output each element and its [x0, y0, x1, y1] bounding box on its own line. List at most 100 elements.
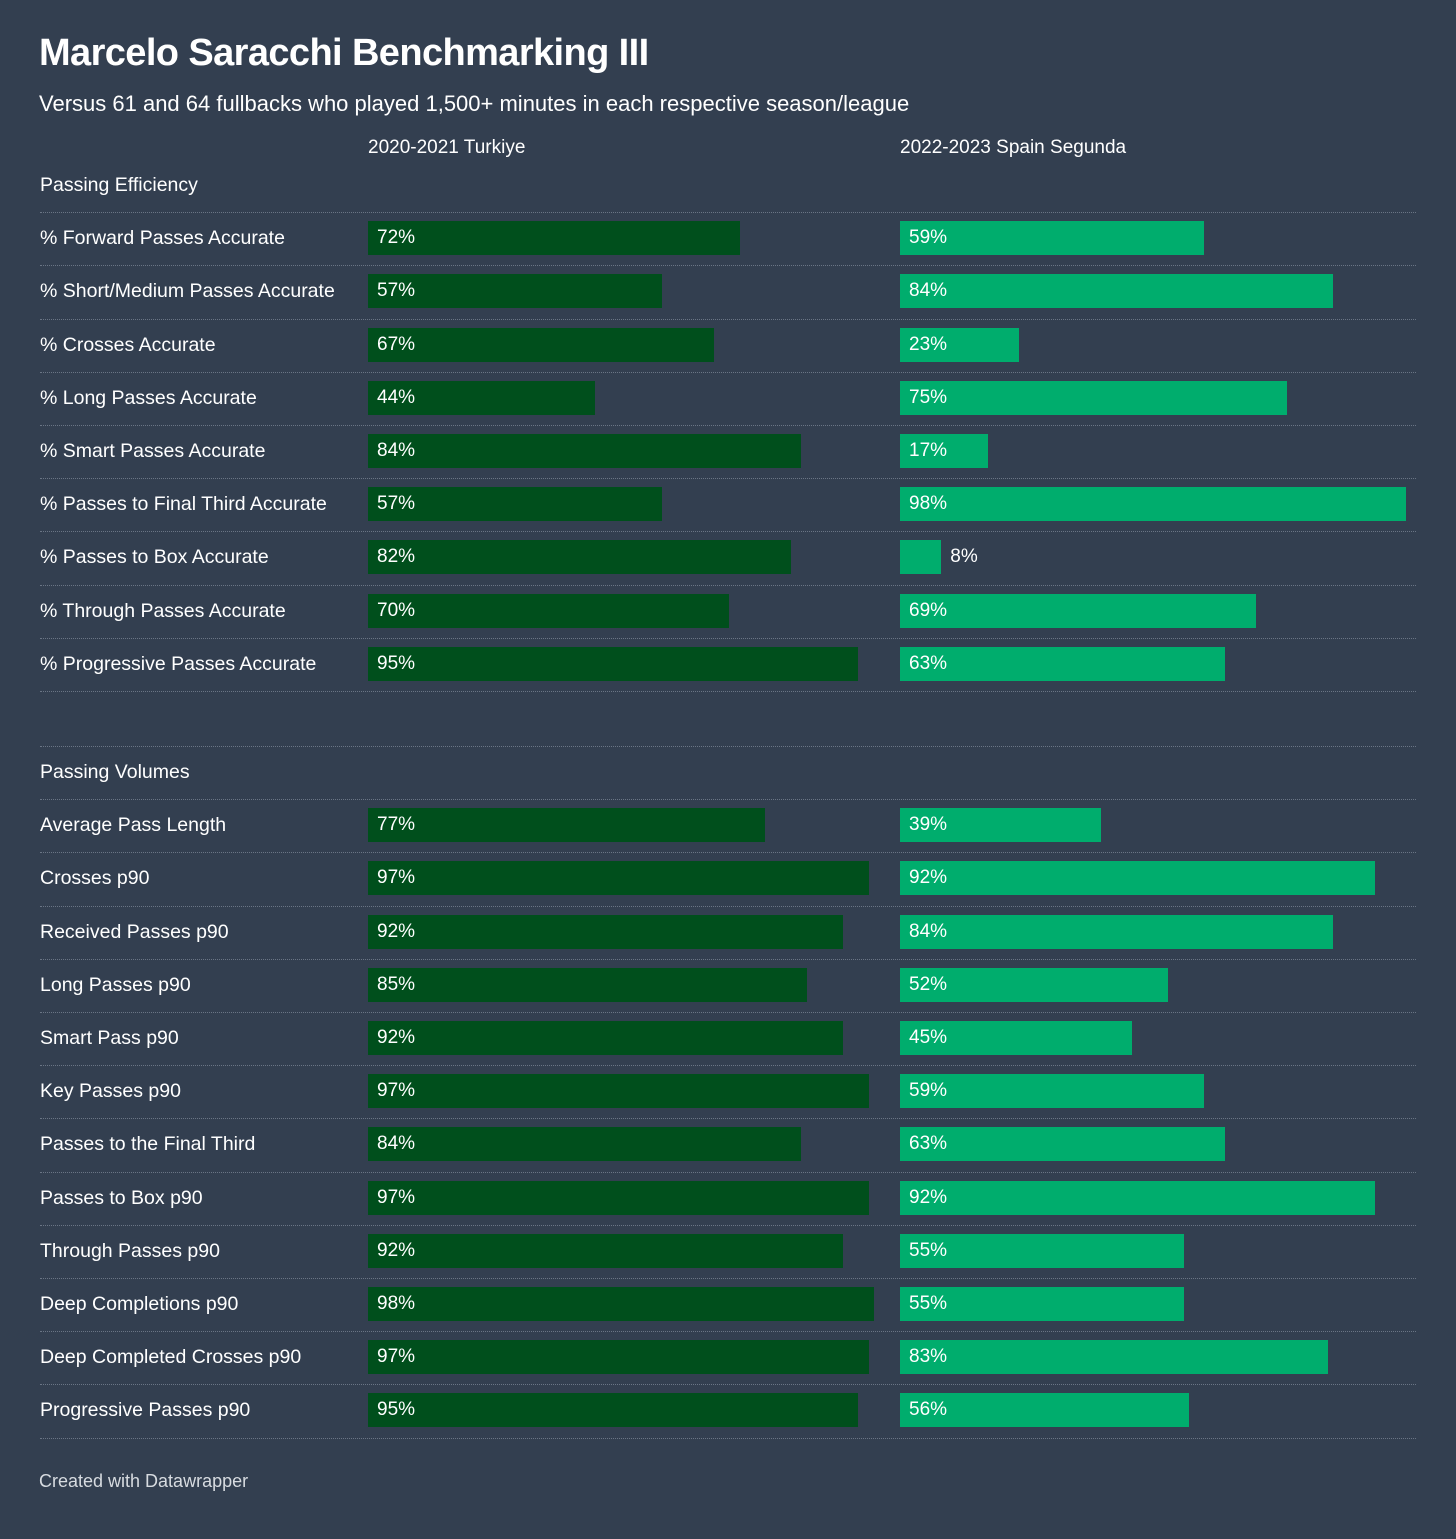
- bar-2022-2023-spain-segunda: [900, 593, 1257, 628]
- row-divider: [40, 1331, 1416, 1333]
- bar-value-label: 95%: [377, 652, 416, 674]
- bar-value-label: 44%: [377, 386, 416, 408]
- bar-2022-2023-spain-segunda: [900, 1393, 1189, 1428]
- bar-value-label: 55%: [909, 1293, 948, 1314]
- bar-2020-2021-turkiye: [368, 380, 596, 415]
- bar-2020-2021-turkiye: [368, 914, 843, 949]
- bar-2020-2021-turkiye: [368, 808, 766, 843]
- row-label: Deep Completions p90: [40, 1293, 239, 1315]
- row-divider: [40, 1065, 1416, 1067]
- row-divider: [40, 637, 1416, 639]
- bar-2020-2021-turkiye: [368, 540, 792, 575]
- row-divider: [40, 584, 1416, 586]
- row-divider: [40, 1118, 1416, 1120]
- bar-value-label: 56%: [909, 1399, 948, 1421]
- bar-value-label: 97%: [377, 1080, 416, 1102]
- table-row: Smart Pass p90 92% 45%: [40, 1012, 1416, 1065]
- bar-2022-2023-spain-segunda: [900, 380, 1287, 415]
- bar-value-label: 77%: [377, 814, 416, 836]
- row-divider: [40, 1278, 1416, 1279]
- table-row: % Forward Passes Accurate 72% 59%: [40, 212, 1416, 265]
- group-header: Passing Efficiency: [40, 159, 1416, 212]
- row-label: Crosses p90: [40, 867, 150, 890]
- row-label: % Crosses Accurate: [40, 333, 216, 356]
- row-divider: [40, 852, 1416, 854]
- table-row: Average Pass Length 77% 39%: [40, 799, 1416, 852]
- column-header-2020-2021-turkiye: 2020-2021 Turkiye: [368, 137, 526, 158]
- bar-value-label: 59%: [909, 227, 948, 249]
- row-label: Average Pass Length: [40, 814, 227, 837]
- table-row: Long Passes p90 85% 52%: [40, 959, 1416, 1012]
- row-label: Progressive Passes p90: [40, 1399, 251, 1422]
- bar-value-label: 84%: [377, 440, 416, 461]
- table-row: Key Passes p90 97% 59%: [40, 1065, 1416, 1118]
- row-label: Passes to Box p90: [40, 1186, 203, 1209]
- bar-value-label: 95%: [377, 1399, 416, 1421]
- row-label: Deep Completed Crosses p90: [40, 1346, 302, 1369]
- row-label: Smart Pass p90: [40, 1027, 179, 1049]
- table-row: Deep Completed Crosses p90 97% 83%: [40, 1331, 1416, 1384]
- bar-2020-2021-turkiye: [368, 1180, 869, 1215]
- table-row: Received Passes p90 92% 84%: [40, 906, 1416, 959]
- row-divider: [40, 371, 1416, 373]
- row-label: % Passes to Final Third Accurate: [40, 493, 327, 516]
- row-divider: [40, 1437, 1416, 1439]
- bar-2020-2021-turkiye: [368, 1287, 874, 1321]
- table-row: Crosses p90 97% 92%: [40, 852, 1416, 905]
- table-row: Deep Completions p90 98% 55%: [40, 1278, 1416, 1331]
- row-label: Through Passes p90: [40, 1239, 220, 1262]
- bar-value-label: 8%: [950, 546, 978, 568]
- bar-value-label: 92%: [909, 1186, 948, 1208]
- table-row: % Through Passes Accurate 70% 69%: [40, 585, 1416, 638]
- table-row: % Passes to Box Accurate 82% 8%: [40, 531, 1416, 584]
- bar-value-label: 23%: [909, 333, 948, 355]
- row-divider: [40, 1384, 1416, 1386]
- bar-value-label: 84%: [909, 280, 948, 302]
- bar-value-label: 97%: [377, 867, 416, 889]
- row-label: % Passes to Box Accurate: [40, 546, 269, 569]
- row-divider: [40, 1171, 1416, 1173]
- bar-2022-2023-spain-segunda: [900, 1127, 1226, 1162]
- row-label: % Smart Passes Accurate: [40, 440, 266, 462]
- bar-2022-2023-spain-segunda: [900, 540, 942, 575]
- table-row: Progressive Passes p90 95% 56%: [40, 1384, 1416, 1437]
- group-title: Passing Efficiency: [40, 174, 198, 196]
- bar-value-label: 75%: [909, 386, 948, 408]
- row-divider: [40, 425, 1416, 426]
- bar-2020-2021-turkiye: [368, 1074, 869, 1109]
- bar-2022-2023-spain-segunda: [900, 646, 1226, 681]
- bar-2022-2023-spain-segunda: [900, 861, 1375, 896]
- bar-value-label: 84%: [377, 1133, 416, 1155]
- bar-value-label: 45%: [909, 1027, 948, 1048]
- bar-2020-2021-turkiye: [368, 1127, 802, 1162]
- bar-value-label: 69%: [909, 599, 948, 621]
- bar-value-label: 92%: [377, 1027, 416, 1048]
- bar-2022-2023-spain-segunda: [900, 434, 988, 468]
- row-label: % Through Passes Accurate: [40, 599, 286, 622]
- bar-2022-2023-spain-segunda: [900, 967, 1169, 1002]
- row-label: % Progressive Passes Accurate: [40, 652, 317, 675]
- bar-2022-2023-spain-segunda: [900, 1074, 1205, 1109]
- bar-2020-2021-turkiye: [368, 1233, 843, 1268]
- bar-value-label: 59%: [909, 1080, 948, 1102]
- row-label: % Long Passes Accurate: [40, 386, 257, 409]
- row-label: Long Passes p90: [40, 973, 191, 996]
- bar-2020-2021-turkiye: [368, 274, 663, 309]
- bar-value-label: 55%: [909, 1239, 948, 1261]
- row-divider: [40, 318, 1416, 320]
- bar-2020-2021-turkiye: [368, 221, 740, 256]
- bar-value-label: 63%: [909, 1133, 948, 1155]
- bar-2020-2021-turkiye: [368, 1340, 869, 1375]
- bar-2022-2023-spain-segunda: [900, 808, 1102, 843]
- bar-2020-2021-turkiye: [368, 861, 869, 896]
- bar-value-label: 83%: [909, 1346, 948, 1368]
- bar-value-label: 92%: [377, 920, 416, 942]
- bar-value-label: 97%: [377, 1346, 416, 1368]
- bar-2022-2023-spain-segunda: [900, 1340, 1329, 1375]
- bar-2022-2023-spain-segunda: [900, 914, 1334, 949]
- bar-2022-2023-spain-segunda: [900, 1233, 1184, 1268]
- bar-value-label: 98%: [909, 493, 948, 515]
- table-row: % Crosses Accurate 67% 23%: [40, 319, 1416, 372]
- table-row: % Progressive Passes Accurate 95% 63%: [40, 638, 1416, 691]
